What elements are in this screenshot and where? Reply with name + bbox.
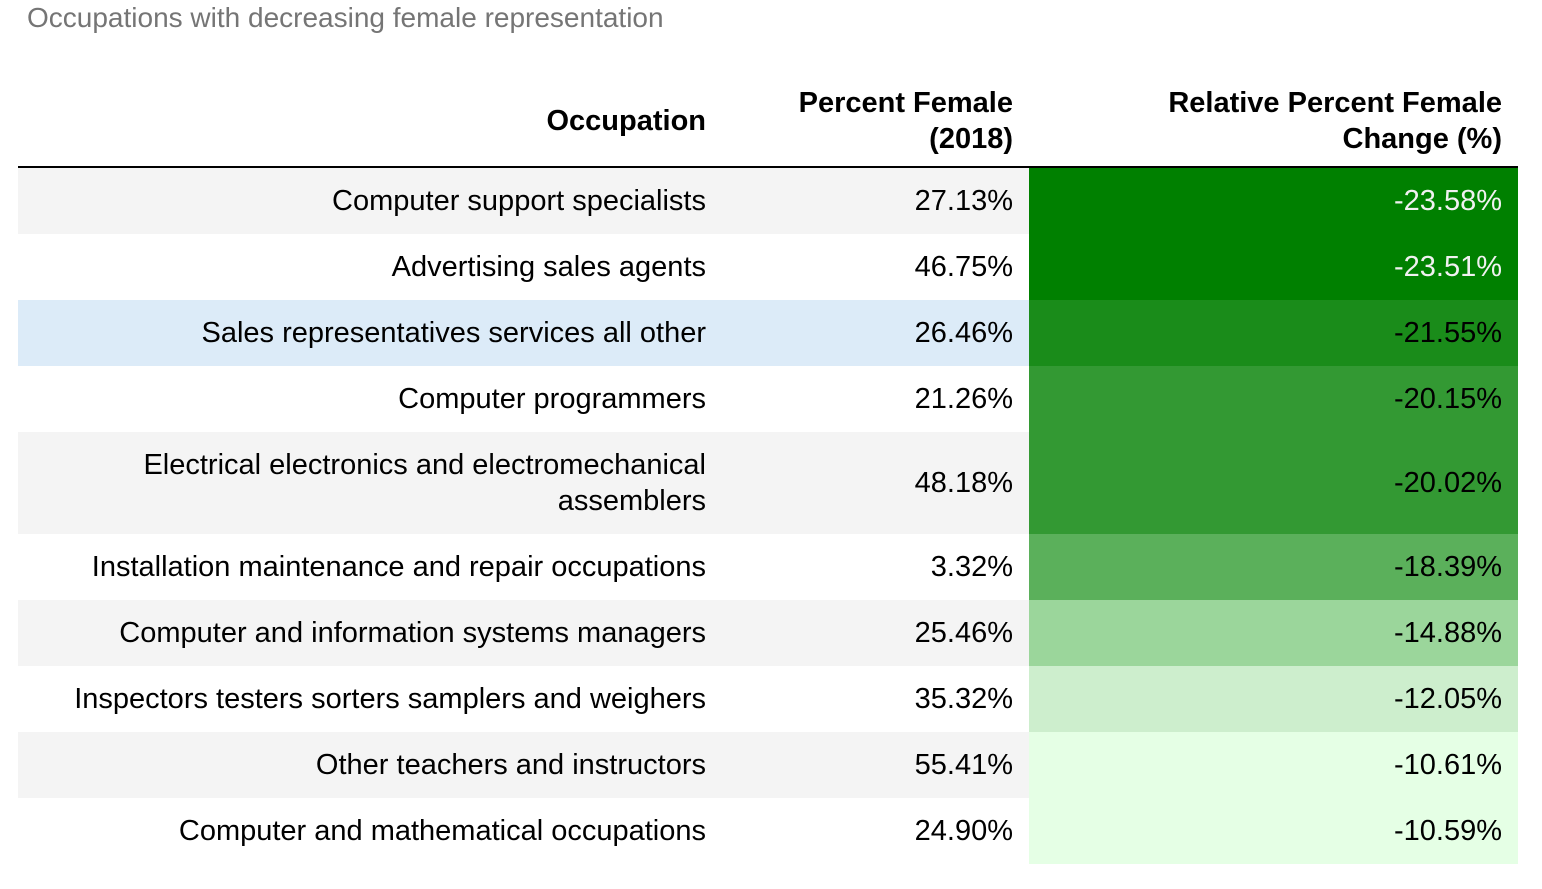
table-row[interactable]: Computer and information systems manager… xyxy=(18,600,1518,666)
occupation-cell: Installation maintenance and repair occu… xyxy=(18,534,722,600)
header-occupation[interactable]: Occupation xyxy=(18,76,722,166)
header-relative-change-label: Relative Percent Female Change (%) xyxy=(1168,85,1502,157)
percent-female-cell: 48.18% xyxy=(914,467,1013,499)
occupation-cell: Computer and mathematical occupations xyxy=(18,798,722,864)
occupation-cell: Advertising sales agents xyxy=(18,234,722,300)
table-row[interactable]: Installation maintenance and repair occu… xyxy=(18,534,1518,600)
occupation-text: Computer support specialists xyxy=(332,185,706,217)
relative-change-cell: -23.51% xyxy=(1029,234,1518,300)
header-percent-female-line1: Percent Female xyxy=(798,87,1013,119)
table-row-hovered[interactable]: Sales representatives services all other… xyxy=(18,300,1518,366)
header-percent-female-line2: (2018) xyxy=(929,123,1013,155)
occupation-cell: Computer and information systems manager… xyxy=(18,600,722,666)
relative-change-cell: -10.59% xyxy=(1029,798,1518,864)
relative-change-cell: -20.02% xyxy=(1029,432,1518,534)
header-relative-change[interactable]: Relative Percent Female Change (%) xyxy=(1029,76,1518,166)
percent-female-cell: 35.32% xyxy=(914,683,1013,715)
header-percent-female[interactable]: Percent Female (2018) xyxy=(722,76,1029,166)
table-row[interactable]: Computer and mathematical occupations 24… xyxy=(18,798,1518,864)
occupation-cell: Computer support specialists xyxy=(18,168,722,234)
percent-female-cell: 24.90% xyxy=(914,815,1013,847)
header-relative-change-line2: Change (%) xyxy=(1342,123,1503,155)
percent-female-cell: 21.26% xyxy=(914,383,1013,415)
percent-female-cell: 27.13% xyxy=(914,185,1013,217)
table-body: Computer support specialists 27.13% -23.… xyxy=(18,168,1518,864)
occupation-text: Installation maintenance and repair occu… xyxy=(91,551,706,583)
header-relative-change-line1: Relative Percent Female xyxy=(1168,87,1502,119)
relative-change-cell: -18.39% xyxy=(1029,534,1518,600)
relative-change-cell: -20.15% xyxy=(1029,366,1518,432)
occupation-cell: Other teachers and instructors xyxy=(18,732,722,798)
occupation-text: Sales representatives services all other xyxy=(201,317,706,349)
table-row[interactable]: Electrical electronics and electromechan… xyxy=(18,432,1518,534)
occupation-cell: Inspectors testers sorters samplers and … xyxy=(18,666,722,732)
table-row[interactable]: Inspectors testers sorters samplers and … xyxy=(18,666,1518,732)
percent-female-cell: 3.32% xyxy=(930,551,1013,583)
occupation-text-line1: Electrical electronics and electromechan… xyxy=(143,449,706,481)
header-percent-female-label: Percent Female (2018) xyxy=(799,85,1013,157)
occupation-text: Electrical electronics and electromechan… xyxy=(143,447,706,519)
percent-female-cell: 25.46% xyxy=(914,617,1013,649)
occupation-text-line2: assemblers xyxy=(557,485,706,517)
relative-change-cell: -12.05% xyxy=(1029,666,1518,732)
occupation-text: Advertising sales agents xyxy=(391,251,706,283)
occupations-table: Occupation Percent Female (2018) Relativ… xyxy=(18,76,1518,864)
occupation-text: Computer and mathematical occupations xyxy=(178,815,706,847)
occupation-text: Computer and information systems manager… xyxy=(119,617,706,649)
occupation-text: Computer programmers xyxy=(398,383,706,415)
occupation-text: Other teachers and instructors xyxy=(315,749,706,781)
table-caption: Occupations with decreasing female repre… xyxy=(27,2,664,33)
occupation-text: Inspectors testers sorters samplers and … xyxy=(74,683,706,715)
table-row[interactable]: Computer programmers 21.26% -20.15% xyxy=(18,366,1518,432)
percent-female-cell: 55.41% xyxy=(914,749,1013,781)
relative-change-cell: -14.88% xyxy=(1029,600,1518,666)
header-occupation-label: Occupation xyxy=(546,105,706,137)
occupation-cell: Sales representatives services all other xyxy=(18,300,722,366)
percent-female-cell: 26.46% xyxy=(914,317,1013,349)
table-row[interactable]: Other teachers and instructors 55.41% -1… xyxy=(18,732,1518,798)
relative-change-cell: -10.61% xyxy=(1029,732,1518,798)
occupation-cell: Computer programmers xyxy=(18,366,722,432)
table-header: Occupation Percent Female (2018) Relativ… xyxy=(18,76,1518,168)
table-row[interactable]: Computer support specialists 27.13% -23.… xyxy=(18,168,1518,234)
relative-change-cell: -23.58% xyxy=(1029,168,1518,234)
percent-female-cell: 46.75% xyxy=(914,251,1013,283)
table-row[interactable]: Advertising sales agents 46.75% -23.51% xyxy=(18,234,1518,300)
relative-change-cell: -21.55% xyxy=(1029,300,1518,366)
occupation-cell: Electrical electronics and electromechan… xyxy=(18,432,722,534)
